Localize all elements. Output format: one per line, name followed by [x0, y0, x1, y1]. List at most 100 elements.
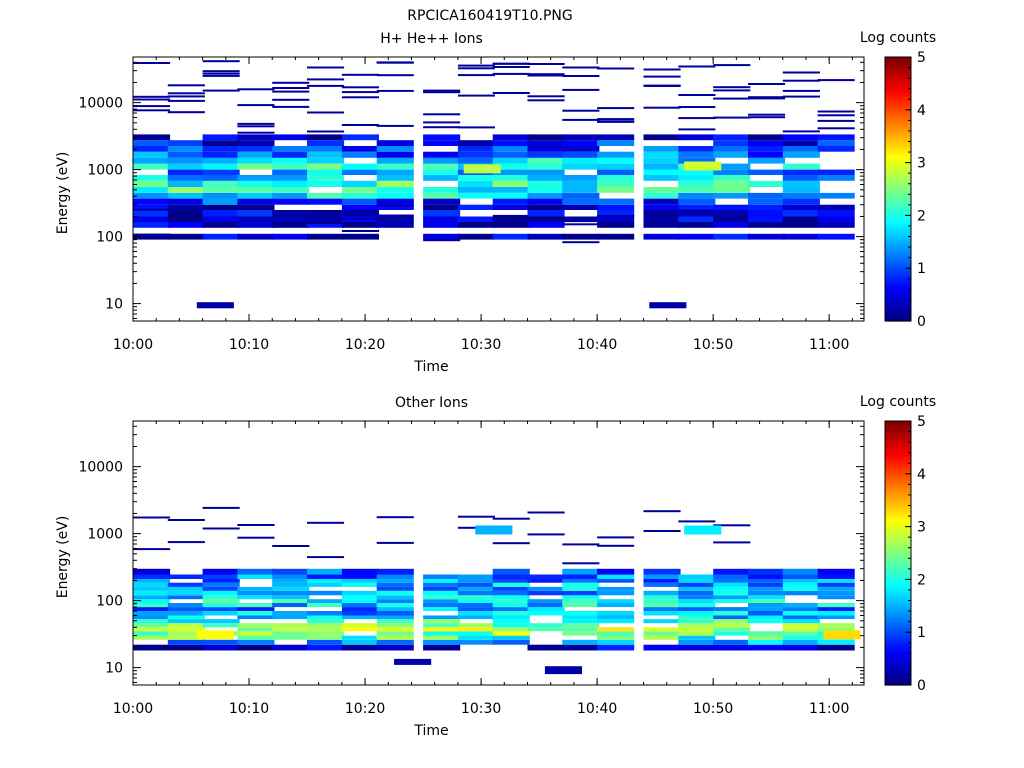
heatmap-cell	[492, 582, 530, 587]
heatmap-cell	[133, 198, 171, 205]
heatmap-cell	[492, 62, 530, 65]
heatmap-cell	[782, 140, 820, 146]
heatmap-cell	[713, 233, 751, 240]
heatmap-cell	[748, 216, 786, 223]
colorbar-step	[885, 223, 911, 227]
heatmap-cell	[562, 568, 600, 575]
heatmap-cell	[713, 574, 751, 579]
heatmap-cell	[562, 241, 600, 244]
heatmap-cell	[492, 611, 530, 616]
colorbar-step	[885, 634, 911, 639]
heatmap-cell	[678, 611, 716, 616]
heatmap-cell	[307, 66, 345, 69]
heatmap-cell	[527, 192, 565, 199]
x-tick-label: 10:10	[229, 337, 269, 353]
colorbar-step	[885, 265, 911, 269]
heatmap-cell	[423, 644, 461, 651]
heatmap-cell	[527, 511, 565, 514]
heatmap-cell	[713, 631, 751, 636]
heatmap-cell	[423, 631, 461, 636]
x-tick-label: 10:40	[577, 337, 617, 353]
heatmap-cell	[202, 180, 240, 187]
colorbar-step	[885, 547, 911, 551]
heatmap-cell	[782, 635, 820, 640]
colorbar-step	[885, 305, 911, 309]
x-tick-label: 10:20	[345, 337, 385, 353]
heatmap-cell	[817, 582, 855, 587]
heatmap-cell	[423, 140, 461, 146]
colorbar-step	[885, 57, 911, 61]
heatmap-cell	[748, 644, 786, 651]
heatmap-cell	[167, 169, 205, 175]
heatmap-cell	[817, 207, 855, 210]
heatmap-cell	[307, 631, 345, 636]
heatmap-cell	[167, 590, 205, 596]
colorbar-step	[885, 510, 911, 514]
heatmap-cell	[782, 210, 820, 217]
colorbar-step	[885, 677, 911, 681]
heatmap-cell	[643, 192, 681, 199]
colorbar-step	[885, 173, 911, 177]
heatmap-cell	[817, 169, 855, 175]
heatmap-cell	[562, 644, 600, 651]
heatmap-cell	[133, 175, 171, 181]
heatmap-cell	[237, 524, 275, 526]
heatmap-cell	[817, 607, 855, 611]
heatmap-cell	[817, 134, 855, 141]
colorbar-step	[885, 436, 911, 441]
heatmap-cell	[643, 187, 681, 193]
heatmap-cell	[782, 175, 820, 181]
heatmap-cell	[307, 216, 345, 223]
heatmap-cell	[782, 590, 820, 596]
heatmap-cell	[423, 126, 461, 129]
heatmap-cell	[133, 222, 171, 228]
heatmap-cell	[376, 631, 414, 636]
heatmap-cell	[782, 130, 820, 133]
x-tick-label: 11:00	[809, 701, 849, 717]
heatmap-cell	[167, 205, 205, 208]
heatmap-cell	[133, 157, 171, 164]
heatmap-cell	[272, 595, 310, 600]
heatmap-cell	[272, 545, 310, 547]
heatmap-cell	[423, 157, 461, 164]
heatmap-cell	[782, 89, 820, 92]
heatmap-cell	[492, 222, 530, 228]
heatmap-cell	[817, 644, 855, 651]
colorbar-step	[885, 313, 911, 317]
heatmap-cell	[376, 61, 414, 64]
colorbar-step	[885, 72, 911, 77]
colorbar-step	[885, 568, 911, 573]
heatmap-cell	[423, 163, 461, 170]
heatmap-cell	[782, 607, 820, 611]
heatmap-cell	[492, 72, 530, 75]
heatmap-cell	[817, 192, 855, 199]
heatmap-cell	[376, 204, 414, 207]
heatmap-cell	[167, 84, 205, 87]
heatmap-cell	[376, 541, 414, 544]
heatmap-cell	[597, 611, 635, 616]
heatmap-cell	[782, 623, 820, 628]
heatmap-cell	[713, 607, 751, 611]
heatmap-cell	[562, 180, 600, 187]
colorbar-step	[885, 228, 911, 232]
heatmap-cell	[562, 216, 600, 223]
heatmap-cell	[643, 233, 681, 240]
heatmap-cell	[678, 579, 716, 583]
heatmap-cell	[376, 623, 414, 628]
colorbar-step	[885, 450, 911, 454]
heatmap-cell	[649, 302, 687, 309]
colorbar-step	[885, 154, 911, 158]
colorbar-step	[885, 663, 911, 668]
heatmap-cell	[713, 590, 751, 596]
colorbar-step	[885, 294, 911, 298]
heatmap-cell	[133, 590, 171, 596]
heatmap-cell	[748, 134, 786, 141]
colorbar-step	[885, 78, 911, 82]
heatmap-cell	[678, 209, 716, 212]
heatmap-cell	[341, 615, 379, 620]
heatmap-cell	[748, 180, 786, 187]
heatmap-cell	[272, 631, 310, 636]
heatmap-cell	[782, 95, 820, 98]
heatmap-cell	[492, 175, 530, 181]
heatmap-cell	[341, 163, 379, 170]
